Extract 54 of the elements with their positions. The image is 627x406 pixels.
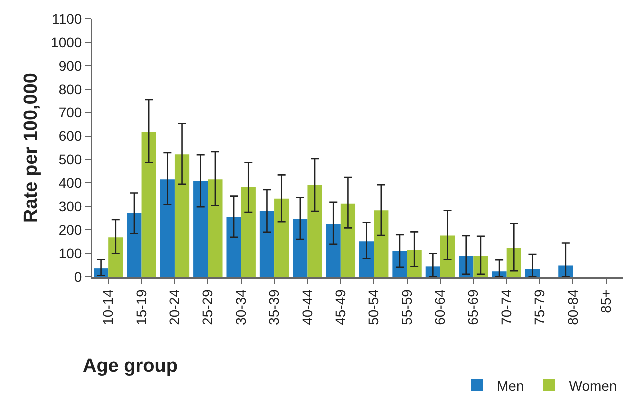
x-tick-label: 80-84 xyxy=(564,289,581,326)
y-tick-label: 1000 xyxy=(51,34,82,50)
bar xyxy=(293,219,308,277)
y-tick-label: 500 xyxy=(58,152,82,168)
bar xyxy=(127,213,142,277)
y-tick-label: 200 xyxy=(58,222,82,238)
x-tick-label: 10-14 xyxy=(100,289,116,326)
bar xyxy=(241,187,256,277)
x-tick-label: 50-54 xyxy=(366,289,382,326)
bar xyxy=(340,204,356,277)
bar xyxy=(326,224,341,277)
y-axis-title: Rate per 100,000 xyxy=(20,73,42,223)
x-tick-label: 20-24 xyxy=(166,289,183,326)
bar xyxy=(260,212,275,277)
bar xyxy=(407,250,422,277)
bar xyxy=(194,182,208,277)
bar xyxy=(208,180,223,277)
x-tick-label: 70-74 xyxy=(498,289,514,326)
x-tick-label: 85+ xyxy=(598,290,614,314)
legend-label: Men xyxy=(497,378,524,394)
y-tick-label: 900 xyxy=(58,58,82,74)
bar xyxy=(374,210,389,277)
y-tick-label: 1100 xyxy=(52,10,82,27)
bar xyxy=(226,217,242,277)
bar xyxy=(359,242,374,277)
x-tick-label: 65-69 xyxy=(465,289,482,326)
bar xyxy=(274,198,290,277)
x-tick-label: 25-29 xyxy=(200,289,216,326)
bar xyxy=(558,266,574,277)
x-tick-label: 35-39 xyxy=(266,289,282,326)
y-tick-label: 100 xyxy=(58,245,82,262)
y-tick-label: 300 xyxy=(58,198,82,215)
y-tick-label: 600 xyxy=(58,128,82,144)
bar xyxy=(440,236,456,277)
x-tick-label: 45-49 xyxy=(332,289,348,326)
x-tick-label: 40-44 xyxy=(299,289,316,326)
bar xyxy=(142,132,156,277)
y-tick-label: 700 xyxy=(58,104,82,121)
y-tick-label: 800 xyxy=(58,81,82,98)
x-axis-title: Age group xyxy=(83,356,178,377)
x-tick-label: 60-64 xyxy=(432,289,448,326)
x-tick-label: 15-19 xyxy=(133,289,150,326)
x-tick-label: 30-34 xyxy=(232,289,249,326)
x-tick-label: 55-59 xyxy=(398,289,415,326)
bar xyxy=(308,186,322,277)
bar xyxy=(160,180,175,277)
x-tick-label: 75-79 xyxy=(532,289,548,326)
bar xyxy=(474,256,488,277)
y-tick-label: 400 xyxy=(58,175,82,192)
bar xyxy=(108,238,124,277)
legend-label: Women xyxy=(569,378,618,394)
bar xyxy=(392,251,408,277)
y-tick-label: 0 xyxy=(74,268,82,285)
bar xyxy=(174,154,190,277)
